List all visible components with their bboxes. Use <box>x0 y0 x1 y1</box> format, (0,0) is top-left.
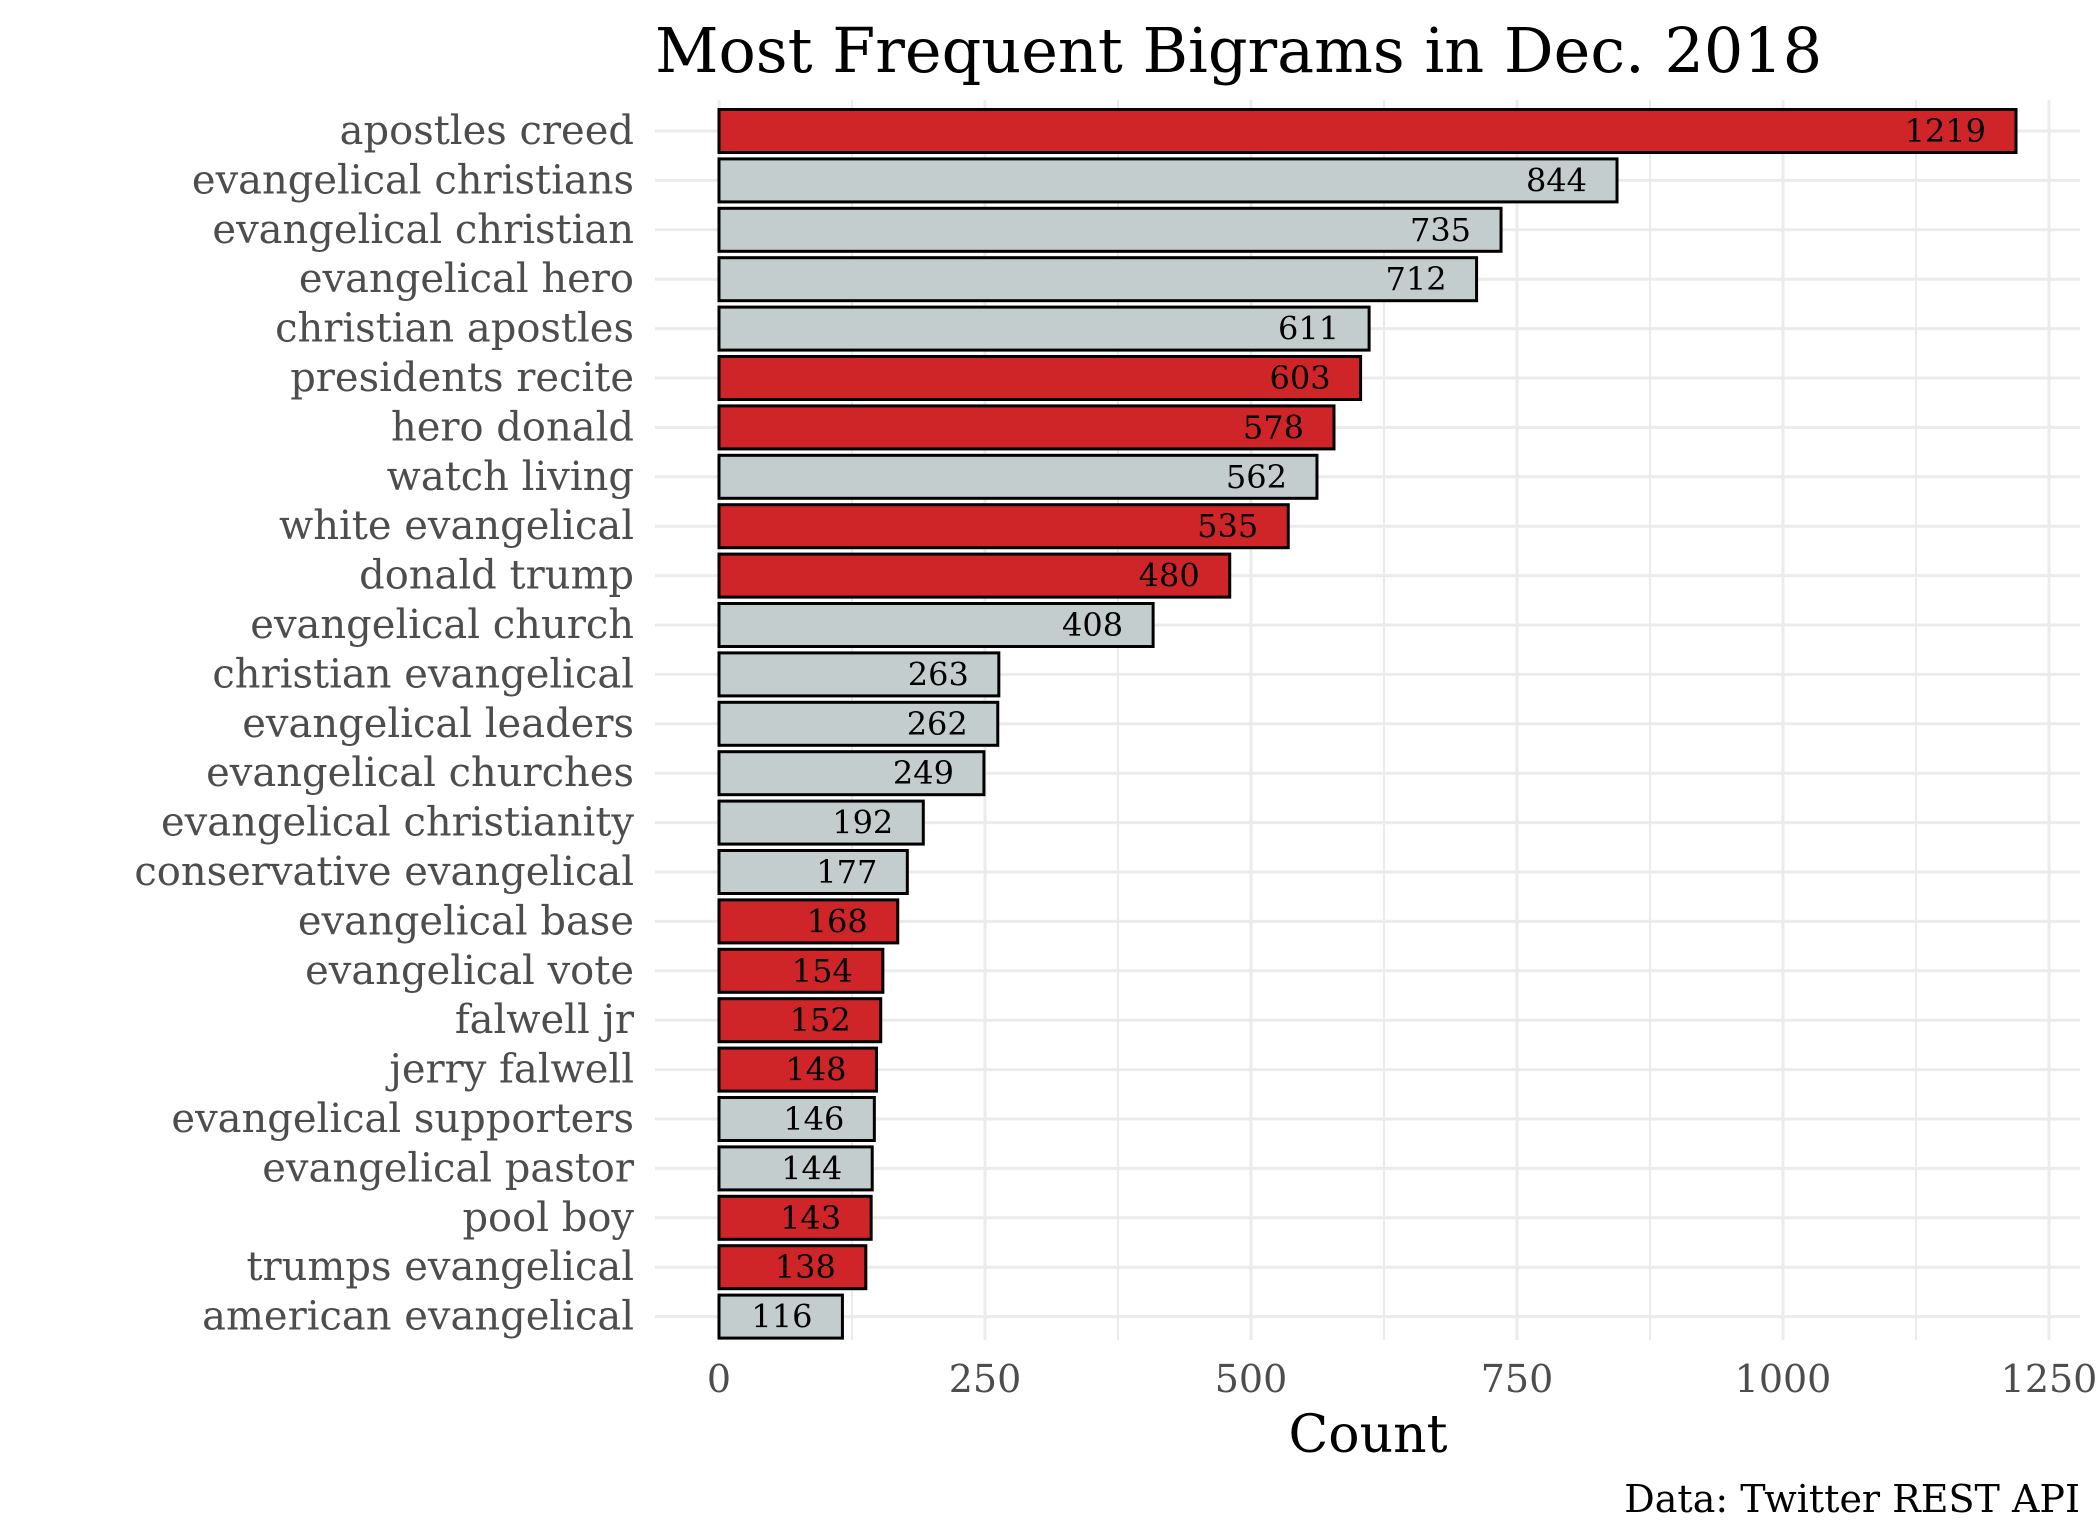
bar-value-label: 578 <box>1243 408 1304 446</box>
bar <box>717 1145 874 1192</box>
x-tick-label: 750 <box>1481 1357 1554 1401</box>
category-label: christian apostles <box>275 306 634 352</box>
bar-value-label: 603 <box>1270 359 1331 397</box>
category-label: american evangelical <box>202 1294 634 1340</box>
category-label: evangelical leaders <box>242 701 634 747</box>
bar <box>717 355 1363 401</box>
bar-value-label: 146 <box>783 1100 844 1138</box>
bar <box>717 1194 873 1241</box>
category-label: evangelical churches <box>206 750 634 796</box>
bar <box>717 799 925 846</box>
bar-value-label: 735 <box>1410 211 1471 249</box>
x-axis-title: Count <box>1289 1405 1448 1465</box>
category-label: evangelical pastor <box>262 1145 635 1191</box>
bar-value-label: 535 <box>1197 507 1258 545</box>
bar <box>717 256 1479 303</box>
category-label: evangelical church <box>250 602 634 648</box>
bar <box>717 453 1319 500</box>
bar-value-label: 138 <box>775 1248 836 1286</box>
bar-value-label: 562 <box>1226 458 1287 496</box>
bar-value-label: 143 <box>780 1199 841 1237</box>
chart-caption: Data: Twitter REST API <box>1624 1477 2080 1521</box>
x-tick-label: 250 <box>949 1357 1022 1401</box>
bar <box>717 750 986 797</box>
bar <box>717 206 1503 253</box>
bar <box>717 997 883 1044</box>
bar-value-label: 844 <box>1526 161 1587 199</box>
category-label: white evangelical <box>279 503 634 549</box>
bar <box>717 1046 878 1093</box>
category-label: evangelical christianity <box>161 800 634 846</box>
category-label: evangelical hero <box>299 256 634 302</box>
category-label: conservative evangelical <box>134 849 634 895</box>
bar-value-label: 168 <box>807 902 868 940</box>
bar-value-label: 262 <box>907 705 968 743</box>
category-label: pool boy <box>462 1195 634 1241</box>
category-label: evangelical vote <box>305 948 634 994</box>
bar <box>717 898 900 945</box>
category-label: evangelical christian <box>212 207 634 253</box>
bar <box>717 108 2018 154</box>
category-label: jerry falwell <box>385 1047 634 1093</box>
bar <box>717 700 1000 747</box>
bar <box>717 651 1001 698</box>
category-label: falwell jr <box>455 997 635 1043</box>
category-label: evangelical christians <box>192 157 634 203</box>
x-axis-ticks: 0 250 500 750 1000 1250 <box>707 1357 2097 1401</box>
category-label: trumps evangelical <box>246 1244 634 1290</box>
bar-value-label: 192 <box>832 804 893 842</box>
category-label: apostles creed <box>340 108 634 154</box>
chart-title: Most Frequent Bigrams in Dec. 2018 <box>655 14 1822 87</box>
bar <box>717 404 1336 451</box>
bar <box>717 552 1232 599</box>
bar-value-label: 177 <box>816 853 877 891</box>
bar <box>717 849 909 895</box>
category-label: donald trump <box>359 553 634 599</box>
bar <box>717 1293 844 1340</box>
category-label: christian evangelical <box>212 651 634 697</box>
x-tick-label: 1250 <box>2001 1357 2098 1401</box>
bar-value-label: 154 <box>792 952 853 990</box>
bar <box>717 503 1290 550</box>
x-tick-label: 1000 <box>1735 1357 1832 1401</box>
bar <box>717 947 885 994</box>
bar-value-label: 144 <box>781 1149 842 1187</box>
bar-value-label: 148 <box>785 1051 846 1089</box>
category-label: evangelical supporters <box>171 1096 634 1142</box>
category-label: watch living <box>387 454 634 500</box>
category-label: presidents recite <box>290 355 634 401</box>
x-tick-label: 0 <box>707 1357 731 1401</box>
bar-value-label: 116 <box>751 1298 812 1336</box>
bars: 1219 844 735 712 611 603 578 562 535 480 408 263 262… <box>717 108 2018 1340</box>
bar-value-label: 408 <box>1062 606 1123 644</box>
category-label: evangelical base <box>298 898 634 944</box>
bar-value-label: 611 <box>1278 310 1339 348</box>
bar-value-label: 712 <box>1385 260 1446 298</box>
bar <box>717 602 1155 648</box>
bar-value-label: 480 <box>1139 557 1200 595</box>
x-tick-label: 500 <box>1215 1357 1288 1401</box>
bar-value-label: 263 <box>908 655 969 693</box>
bar-value-label: 249 <box>893 754 954 792</box>
bar <box>717 1244 868 1291</box>
bar <box>717 305 1371 352</box>
bar <box>717 1096 876 1142</box>
bar <box>717 157 1619 204</box>
bar-value-label: 1219 <box>1905 112 1986 150</box>
category-label: hero donald <box>391 404 634 450</box>
bar-value-label: 152 <box>790 1001 851 1039</box>
